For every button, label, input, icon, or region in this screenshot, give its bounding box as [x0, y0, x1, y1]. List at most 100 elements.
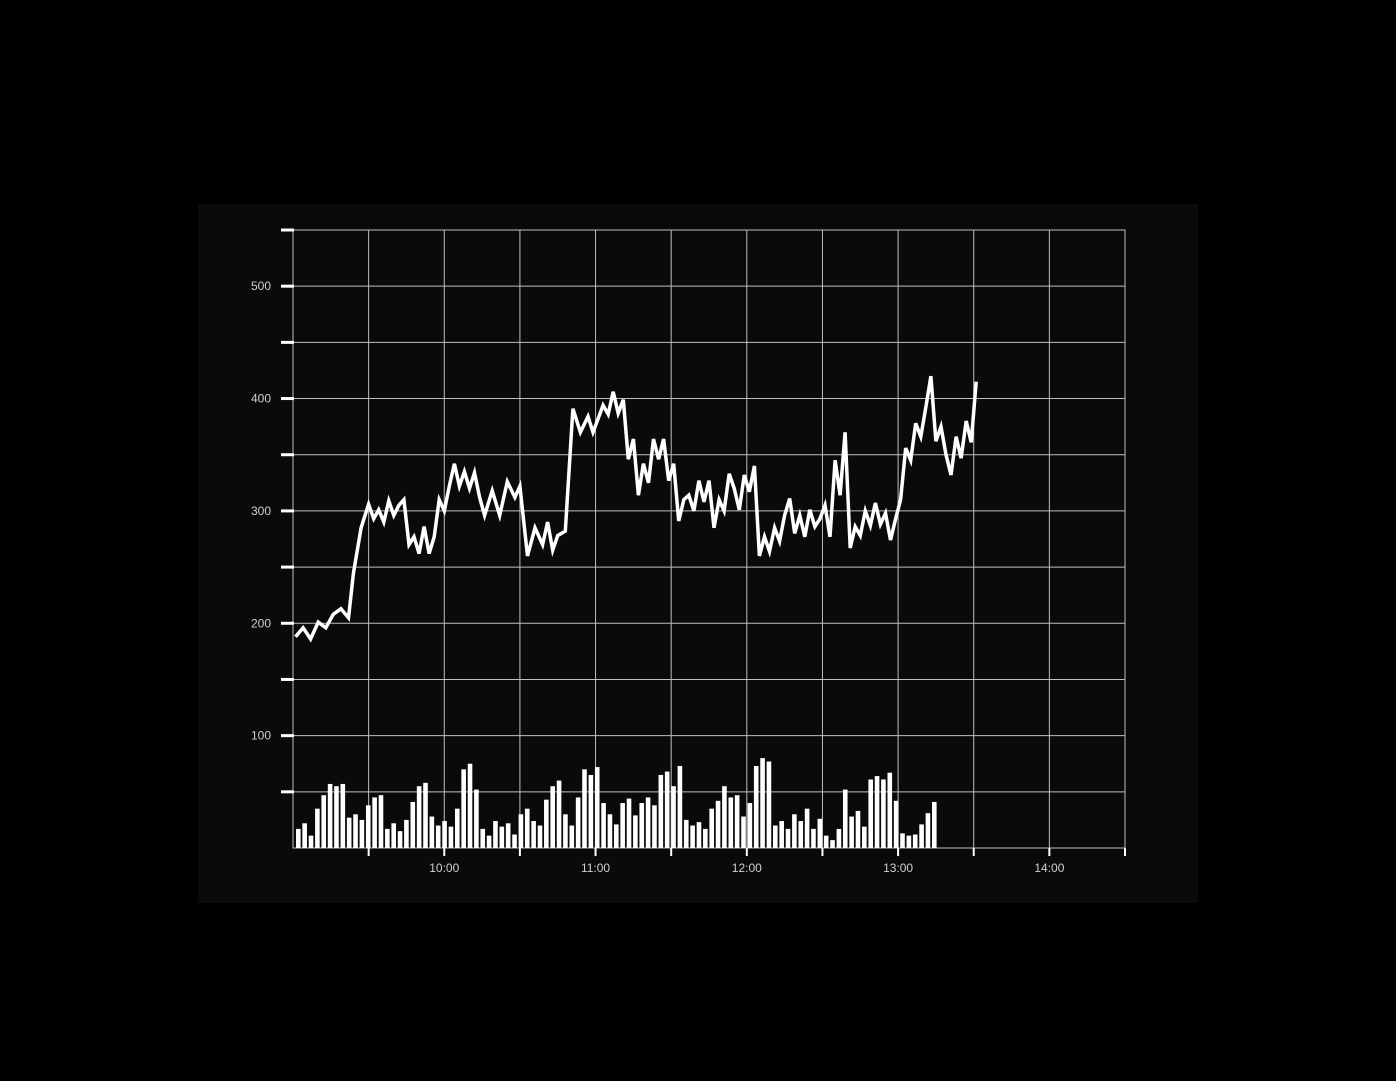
volume-bar: [531, 821, 536, 848]
volume-bar: [811, 828, 816, 848]
volume-bar: [715, 800, 721, 848]
axes: [281, 228, 1126, 856]
volume-bar: [760, 758, 765, 848]
volume-bar: [321, 795, 327, 848]
volume-bar: [385, 828, 390, 848]
tick-labels: 100 200 300 400 500 10:00 11:00 12:00 13:00 14:00: [251, 279, 1065, 875]
volume-bar: [874, 776, 880, 848]
volume-bar: [868, 779, 873, 848]
volume-bar: [524, 808, 530, 848]
volume-bar: [658, 774, 664, 848]
volume-bar: [315, 808, 320, 848]
volume-bar: [416, 786, 422, 848]
volume-bar: [855, 810, 861, 848]
volume-bar: [296, 828, 301, 848]
volume-bar: [512, 834, 517, 848]
y-tick-label: 500: [251, 279, 271, 293]
volume-bar: [696, 822, 702, 848]
volume-bar: [575, 797, 581, 848]
volume-bar: [747, 803, 753, 848]
volume-bar: [499, 826, 505, 848]
volume-bar: [792, 814, 797, 848]
price-line: [294, 375, 978, 643]
plot-frame: [292, 229, 1126, 849]
volume-bar: [703, 828, 708, 848]
volume-bar: [709, 808, 714, 848]
volume-bar: [550, 786, 555, 848]
volume-bar: [734, 795, 740, 848]
volume-bar: [455, 808, 460, 848]
volume-bar: [633, 815, 638, 848]
volume-bar: [652, 805, 657, 848]
volume-bar: [467, 763, 473, 848]
volume-bar: [601, 803, 606, 848]
volume-bar: [435, 825, 441, 848]
volume-bar: [486, 835, 492, 848]
volume-bar: [753, 765, 759, 848]
volume-bar: [429, 816, 435, 848]
volume-bar: [327, 783, 333, 848]
volume-bar: [842, 789, 848, 848]
x-tick-label: 13:00: [883, 861, 913, 875]
volume-bar: [773, 825, 778, 848]
volume-bar: [480, 828, 486, 848]
volume-bar: [537, 825, 543, 848]
volume-bar: [582, 769, 587, 848]
volume-bar: [620, 803, 625, 848]
volume-bar: [302, 823, 307, 848]
volume-bar: [932, 801, 937, 848]
volume-bar: [423, 782, 428, 848]
volume-bar: [505, 823, 511, 848]
volume-bar: [677, 765, 683, 848]
volume-bar: [359, 819, 365, 848]
volume-bar: [448, 826, 454, 848]
volume-bar: [442, 821, 447, 848]
volume-bar: [308, 835, 314, 848]
volume-bar: [397, 831, 403, 848]
volume-bar: [912, 834, 918, 848]
y-tick-label: 300: [251, 504, 271, 518]
volume-bar: [779, 821, 784, 848]
volume-bar: [588, 774, 594, 848]
volume-bar: [594, 767, 600, 848]
volume-bar: [683, 819, 689, 848]
volume-bar: [607, 814, 613, 848]
volume-bar: [804, 808, 810, 848]
volume-bar: [340, 783, 346, 848]
grid: [293, 229, 1126, 848]
volume-bar: [664, 771, 670, 848]
volume-bar: [391, 823, 396, 848]
volume-bar: [728, 797, 734, 848]
price-line-group: [294, 375, 978, 643]
volume-bar: [893, 800, 899, 848]
volume-bar: [671, 786, 676, 848]
volume-bar: [365, 805, 371, 848]
volume-bar: [919, 824, 924, 848]
volume-bar: [474, 789, 479, 848]
volume-bar: [346, 817, 352, 848]
y-tick-label: 200: [251, 616, 271, 630]
volume-bar: [906, 835, 912, 848]
volume-bars: [296, 758, 937, 848]
volume-bar: [817, 818, 823, 848]
volume-bar: [881, 779, 886, 848]
volume-bar: [626, 798, 632, 848]
volume-bar: [378, 795, 384, 848]
x-tick-label: 12:00: [732, 861, 762, 875]
volume-bar: [836, 828, 842, 848]
volume-bar: [518, 814, 524, 848]
volume-bar: [639, 803, 645, 848]
y-tick-label: 100: [251, 729, 271, 743]
volume-bar: [493, 821, 498, 848]
x-tick-label: 11:00: [581, 861, 610, 875]
volume-bar: [372, 797, 377, 848]
volume-bar: [461, 769, 466, 848]
volume-bar: [900, 833, 905, 848]
volume-bar: [353, 814, 358, 848]
volume-bar: [823, 835, 829, 848]
volume-bar: [785, 828, 791, 848]
volume-bar: [544, 799, 549, 848]
volume-bar: [741, 816, 746, 848]
volume-bar: [862, 826, 867, 848]
